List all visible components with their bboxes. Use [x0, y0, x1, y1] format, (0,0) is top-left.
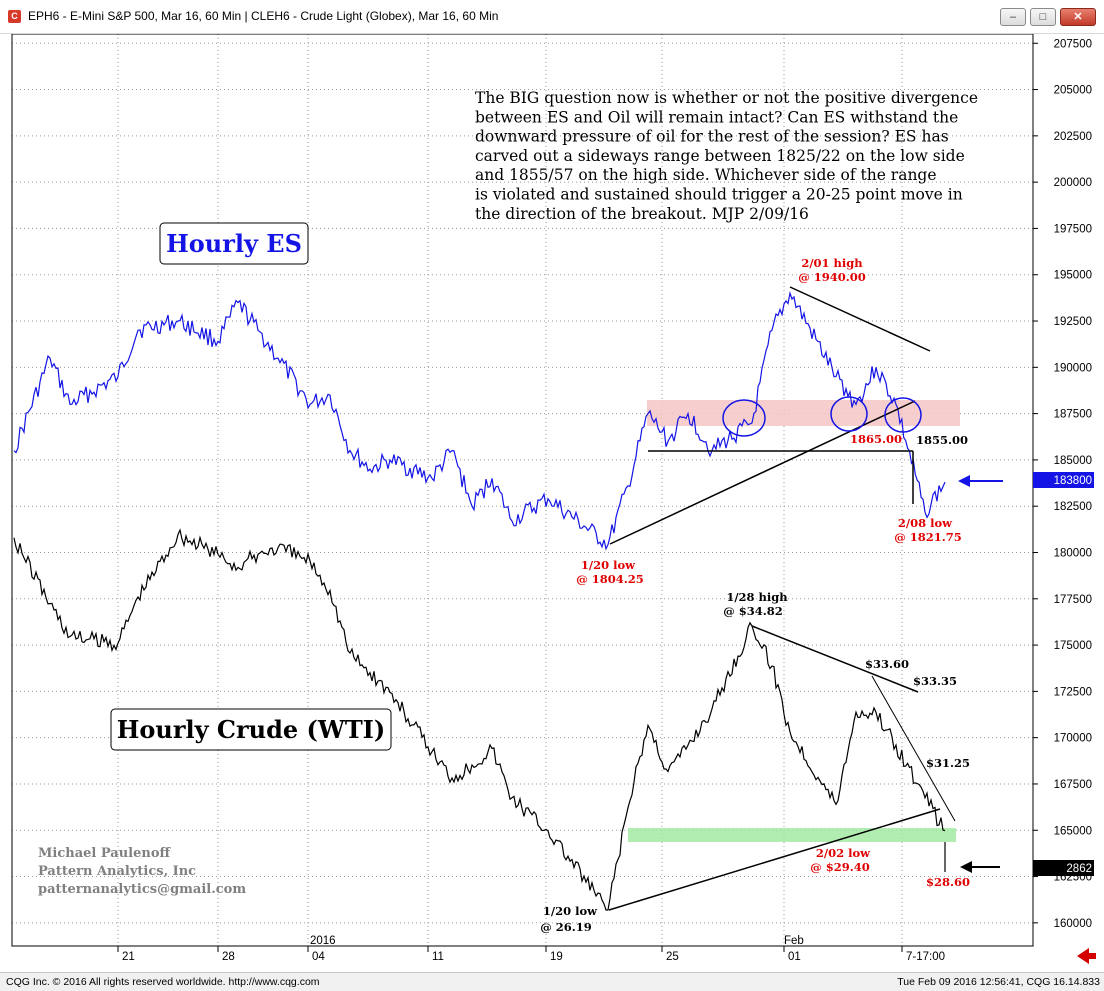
es-downtrend-line [789, 286, 931, 352]
commentary-line: downward pressure of oil for the rest of… [475, 128, 949, 146]
resistance-zone [647, 400, 960, 426]
crude-series-label: Hourly Crude (WTI) [117, 715, 386, 744]
y-tick-label: 180000 [1054, 547, 1092, 559]
y-tick-label: 167500 [1054, 779, 1092, 791]
crude-uptrend-line [608, 808, 941, 911]
crude-downtrend-line [751, 625, 919, 693]
es-uptrend-line [609, 400, 916, 545]
crude-arrow-head-icon [960, 861, 972, 873]
y-tick-label: 170000 [1054, 733, 1092, 745]
x-period-label: 2016 [310, 935, 336, 947]
crude-3335-annotation: $33.35 [913, 674, 957, 688]
es-last-price: 183800 [1054, 475, 1092, 487]
y-tick-label: 182500 [1054, 501, 1092, 513]
y-tick-label: 190000 [1054, 362, 1092, 374]
commentary-line: carved out a sideways range between 1825… [475, 147, 965, 165]
price-chart[interactable]: The BIG question now is whether or not t… [0, 34, 1104, 972]
y-axis: 207500 205000 202500 200000 197500 195000 1925… [1033, 38, 1092, 930]
es-high-annotation: 2/01 high [801, 256, 863, 270]
x-tick-label: 28 [222, 951, 235, 963]
support-zone [628, 828, 956, 842]
es-last-price-tag: 183800 [1033, 472, 1094, 488]
chart-gridlines [12, 34, 1033, 946]
y-tick-label: 185000 [1054, 455, 1092, 467]
crude-steep-downtrend-line [871, 675, 956, 822]
crude-high-annotation: 1/28 high [726, 590, 788, 604]
author-company: Pattern Analytics, Inc [38, 864, 196, 879]
es-1865-annotation: 1865.00 [850, 432, 902, 446]
y-tick-label: 187500 [1054, 409, 1092, 421]
cqg-app-icon: C [8, 10, 21, 23]
y-tick-label: 200000 [1054, 177, 1092, 189]
y-tick-label: 172500 [1054, 686, 1092, 698]
maximize-button[interactable]: □ [1030, 8, 1056, 26]
es-arrow-head-icon [958, 475, 970, 487]
es-test-circle [884, 397, 922, 433]
x-period-label: Feb [784, 935, 804, 947]
window-title: EPH6 - E-Mini S&P 500, Mar 16, 60 Min | … [28, 9, 499, 23]
commentary-line: between ES and Oil will remain intact? C… [475, 108, 958, 126]
x-tick-label: 19 [550, 951, 563, 963]
copyright-text: CQG Inc. © 2016 All rights reserved worl… [6, 976, 320, 988]
scroll-left-arrow-icon[interactable] [1077, 948, 1096, 964]
close-button[interactable]: ✕ [1060, 8, 1096, 26]
minimize-button[interactable]: – [1000, 8, 1026, 26]
crude-3125-annotation: $31.25 [926, 756, 970, 770]
y-tick-label: 192500 [1054, 316, 1092, 328]
x-tick-label: 01 [788, 951, 801, 963]
crude-feb-low-annotation: 2/02 low [816, 846, 871, 860]
x-tick-label: 7-17:00 [906, 951, 945, 963]
x-tick-label: 25 [666, 951, 679, 963]
es-feb-low-annotation: 2/08 low [898, 516, 953, 530]
es-series-label: Hourly ES [166, 229, 302, 258]
y-tick-label: 207500 [1054, 38, 1092, 50]
y-tick-label: 175000 [1054, 640, 1092, 652]
y-tick-label: 177500 [1054, 594, 1092, 606]
es-jan-low-value: @ 1804.25 [576, 572, 644, 586]
crude-jan-low-value: @ 26.19 [540, 920, 592, 934]
y-tick-label: 205000 [1054, 85, 1092, 97]
crude-last-price-tag: 2862 [1033, 860, 1094, 876]
y-tick-label: 165000 [1054, 825, 1092, 837]
y-tick-label: 197500 [1054, 223, 1092, 235]
es-feb-low-value: @ 1821.75 [894, 530, 962, 544]
timestamp-text: Tue Feb 09 2016 12:56:41, CQG 16.14.833 [897, 976, 1100, 988]
crude-last-price: 2862 [1066, 863, 1092, 875]
window-titlebar: C EPH6 - E-Mini S&P 500, Mar 16, 60 Min … [0, 0, 1104, 34]
commentary-line: and 1855/57 on the high side. Whichever … [475, 166, 937, 184]
status-bar: CQG Inc. © 2016 All rights reserved worl… [0, 972, 1104, 991]
x-tick-label: 11 [432, 951, 444, 963]
x-axis: 21 28 04 11 19 25 01 7-17:00 2016 Feb [12, 935, 1033, 963]
y-tick-label: 160000 [1054, 918, 1092, 930]
crude-price-line [13, 528, 946, 911]
es-label-box: Hourly ES [159, 222, 309, 265]
es-high-value: @ 1940.00 [798, 270, 866, 284]
x-tick-label: 21 [122, 951, 135, 963]
crude-2860-annotation: $28.60 [926, 875, 970, 889]
crude-feb-low-value: @ $29.40 [810, 860, 870, 874]
es-test-circle [722, 399, 766, 437]
y-tick-label: 202500 [1054, 131, 1092, 143]
es-test-circle [830, 396, 868, 432]
commentary-line: is violated and sustained should trigger… [475, 186, 963, 204]
es-price-line [13, 290, 946, 551]
commentary-line: the direction of the breakout. MJP 2/09/… [475, 205, 809, 223]
y-tick-label: 195000 [1054, 270, 1092, 282]
commentary-text: The BIG question now is whether or not t… [475, 89, 978, 223]
author-email: patternanalytics@gmail.com [38, 882, 246, 897]
es-jan-low-annotation: 1/20 low [581, 558, 636, 572]
es-1855-annotation: 1855.00 [916, 433, 968, 447]
commentary-line: The BIG question now is whether or not t… [475, 89, 978, 107]
author-name: Michael Paulenoff [38, 846, 171, 861]
crude-high-value: @ $34.82 [723, 604, 783, 618]
x-tick-label: 04 [312, 951, 325, 963]
crude-label-box: Hourly Crude (WTI) [110, 708, 392, 751]
crude-jan-low-annotation: 1/20 low [543, 904, 598, 918]
crude-3360-annotation: $33.60 [865, 657, 909, 671]
